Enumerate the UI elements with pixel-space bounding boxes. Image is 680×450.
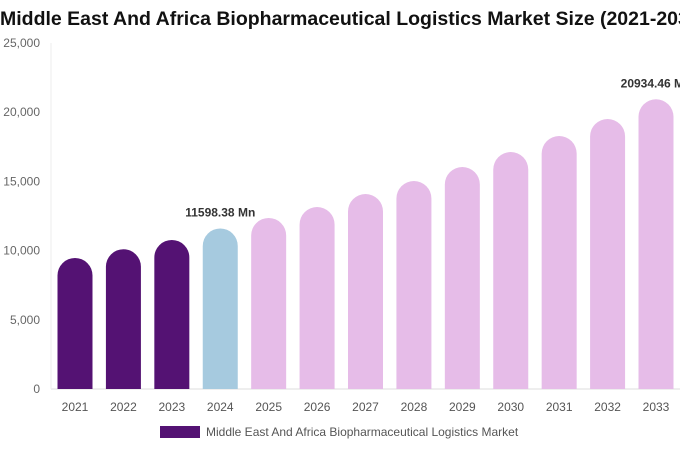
x-tick-label: 2025 <box>255 400 282 414</box>
bar-2028 <box>396 180 432 389</box>
legend-swatch <box>160 426 200 438</box>
y-tick-label: 10,000 <box>3 244 40 258</box>
bar-2029 <box>444 167 480 389</box>
chart-title: Middle East And Africa Biopharmaceutical… <box>0 8 680 30</box>
bar-2032 <box>590 118 626 389</box>
x-tick-label: 2030 <box>497 400 524 414</box>
bar-2025 <box>251 217 287 389</box>
bar-2031 <box>541 136 577 389</box>
bar-2023 <box>154 239 190 389</box>
bar-2027 <box>348 193 383 389</box>
bar-2030 <box>493 152 529 389</box>
x-tick-label: 2032 <box>594 400 621 414</box>
x-tick-label: 2028 <box>401 400 428 414</box>
y-tick-label: 20,000 <box>3 105 40 119</box>
bar-2021 <box>57 257 93 389</box>
data-label-2033: 20934.46 Mn <box>621 76 680 90</box>
data-label-2024: 11598.38 Mn <box>185 205 255 219</box>
bar-2024 <box>202 228 238 389</box>
x-tick-label: 2021 <box>62 400 89 414</box>
y-tick-label: 15,000 <box>3 174 40 188</box>
x-tick-label: 2031 <box>546 400 573 414</box>
x-tick-label: 2027 <box>352 400 379 414</box>
x-tick-label: 2026 <box>304 400 331 414</box>
bar-2026 <box>299 207 335 389</box>
bar-2022 <box>105 249 141 389</box>
x-tick-label: 2029 <box>449 400 476 414</box>
y-tick-label: 0 <box>33 382 40 396</box>
bar-2033 <box>638 99 674 389</box>
x-tick-label: 2023 <box>158 400 185 414</box>
y-tick-label: 25,000 <box>3 36 40 50</box>
legend[interactable]: Middle East And Africa Biopharmaceutical… <box>160 425 518 439</box>
x-tick-label: 2033 <box>643 400 670 414</box>
x-tick-label: 2024 <box>207 400 234 414</box>
legend-label: Middle East And Africa Biopharmaceutical… <box>206 425 519 439</box>
x-tick-label: 2022 <box>110 400 137 414</box>
y-tick-label: 5,000 <box>10 313 40 327</box>
